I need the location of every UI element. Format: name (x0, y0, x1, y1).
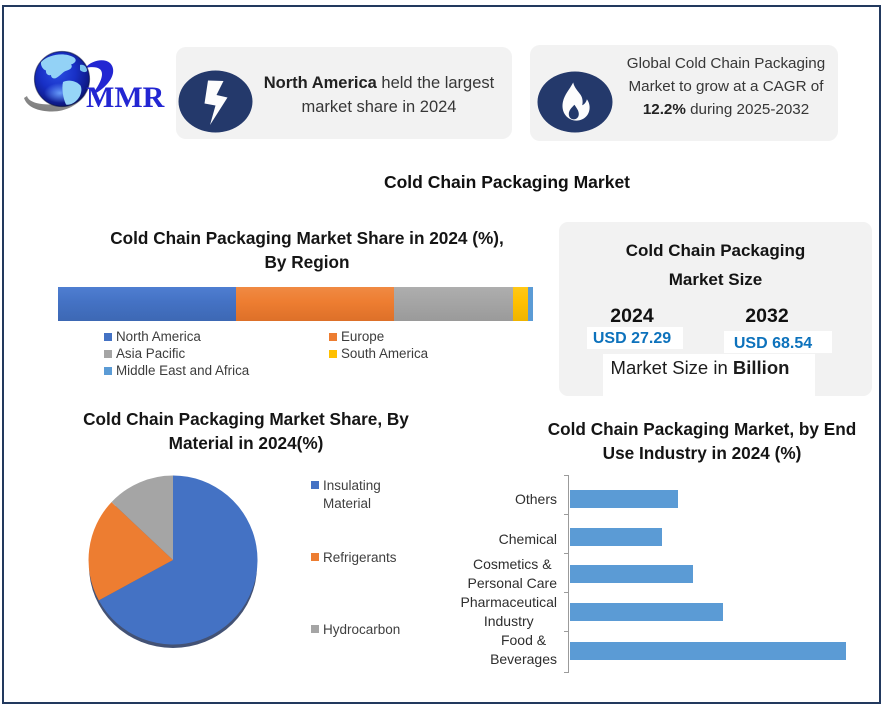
svg-text:MMR: MMR (86, 81, 165, 114)
